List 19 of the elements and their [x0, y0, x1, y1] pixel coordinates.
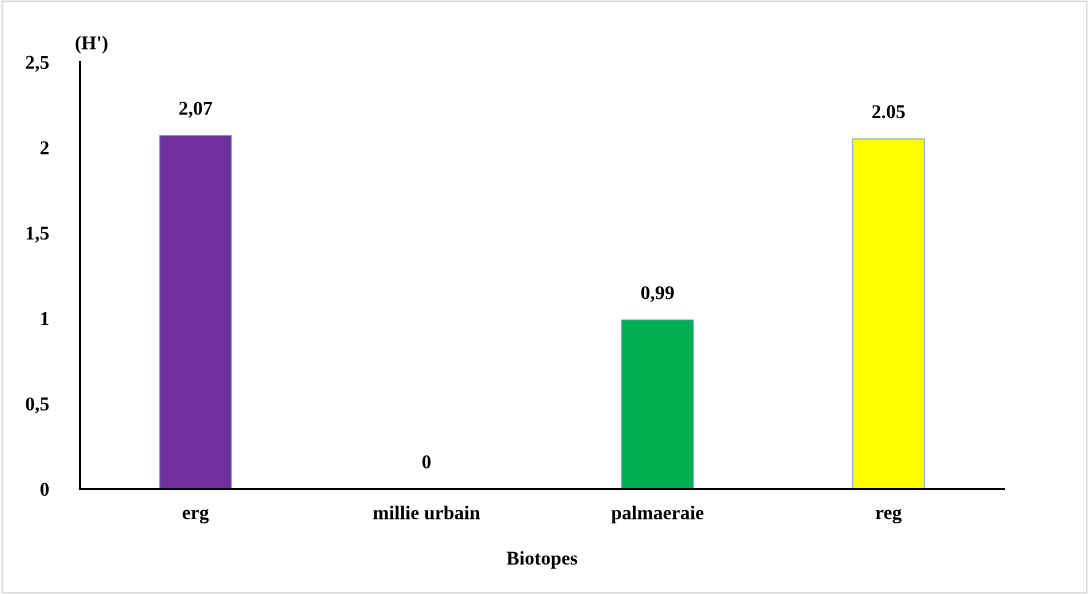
y-tick-label: 0 — [40, 482, 49, 496]
y-tick-label: 1 — [41, 312, 49, 325]
data-label: 0 — [422, 455, 431, 469]
x-tick-label: reg — [875, 509, 902, 524]
x-axis-title: Biotopes — [506, 551, 578, 569]
data-label: 2,07 — [179, 101, 213, 118]
data-label: 2.05 — [872, 105, 905, 119]
y-tick-label: 0,5 — [25, 397, 49, 414]
x-tick-label: palmaeraie — [611, 505, 704, 524]
x-tick-label: millie urbain — [373, 505, 480, 520]
y-tick-label: 2,5 — [25, 55, 49, 72]
bar — [852, 138, 925, 489]
data-label: 0,99 — [641, 286, 674, 303]
bar — [621, 319, 694, 489]
x-tick-label: erg — [182, 509, 209, 524]
bar — [159, 135, 232, 489]
y-axis-title: (H') — [75, 35, 108, 54]
y-tick-label: 2 — [40, 141, 49, 155]
y-tick-label: 1,5 — [26, 226, 49, 243]
